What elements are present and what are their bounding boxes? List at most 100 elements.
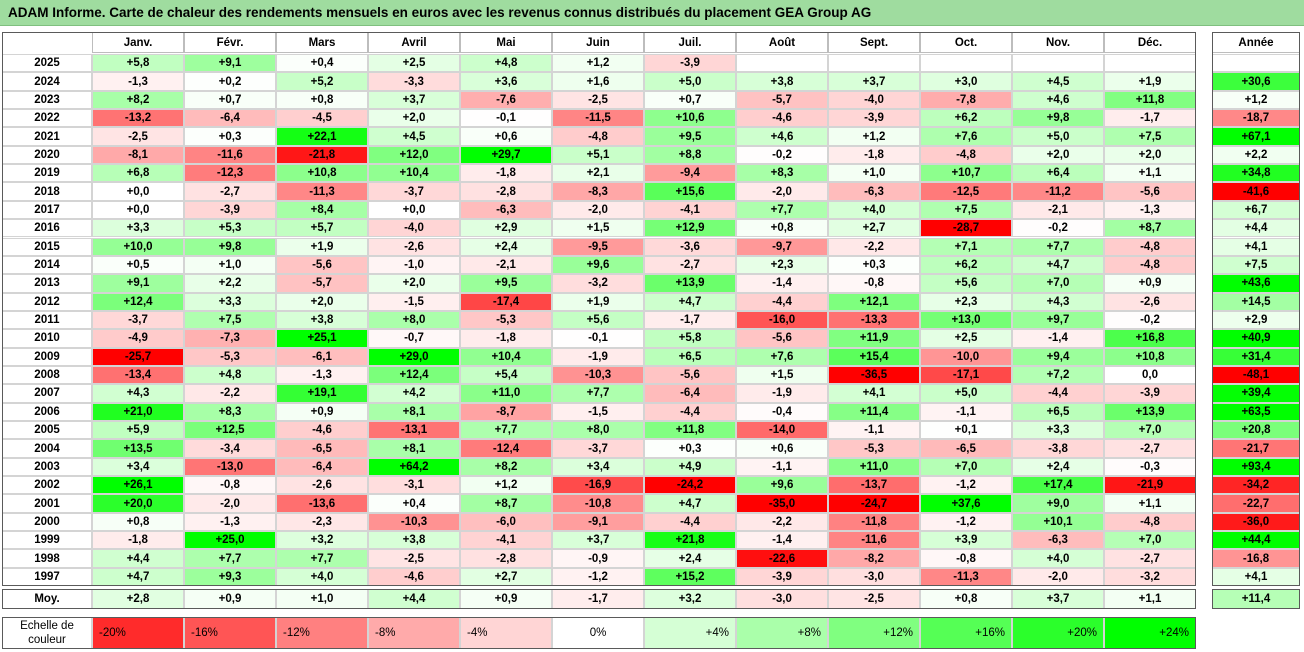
heatmap-cell: +4,0	[828, 200, 920, 220]
heatmap-cell: +11,8	[644, 421, 736, 440]
heatmap-cell: +4,7	[92, 567, 184, 587]
heatmap-cell: +8,2	[92, 90, 184, 110]
average-cell: +0,9	[460, 589, 552, 609]
heatmap-cell: +12,4	[92, 292, 184, 311]
year-label: 2023	[2, 90, 92, 110]
heatmap-cell: +7,7	[552, 384, 644, 403]
average-cell: +4,4	[368, 589, 460, 609]
heatmap-cell: +3,7	[828, 72, 920, 91]
heatmap-cell: +1,9	[1104, 72, 1196, 91]
heatmap-cell: -3,8	[1012, 439, 1104, 458]
heatmap-cell: -3,9	[644, 54, 736, 73]
heatmap-cell: -2,0	[552, 200, 644, 220]
heatmap-cell: -2,3	[276, 512, 368, 532]
year-label: 2016	[2, 219, 92, 238]
annual-return-cell: +1,2	[1212, 90, 1300, 110]
color-scale-stop: -12%	[276, 617, 368, 649]
heatmap-cell: +9,5	[460, 274, 552, 293]
average-cell: +3,7	[1012, 589, 1104, 609]
heatmap-cell: +0,1	[920, 421, 1012, 440]
heatmap-cell: -8,1	[92, 145, 184, 165]
heatmap-cell: -2,0	[736, 182, 828, 201]
annual-return-cell: +20,8	[1212, 421, 1300, 440]
heatmap-cell: -0,2	[1104, 310, 1196, 330]
heatmap-cell: +22,1	[276, 127, 368, 146]
heatmap-cell: -4,4	[1012, 384, 1104, 403]
heatmap-cell: -22,6	[736, 549, 828, 568]
heatmap-cell: +3,6	[460, 72, 552, 91]
heatmap-cell: -8,7	[460, 402, 552, 421]
heatmap-cell: +2,0	[368, 274, 460, 293]
year-label: 2018	[2, 182, 92, 201]
heatmap-cell: -2,6	[1104, 292, 1196, 311]
heatmap-cell: +3,7	[368, 90, 460, 110]
heatmap-cell: -13,2	[92, 109, 184, 128]
heatmap-cell: +5,3	[184, 219, 276, 238]
heatmap-cell: -2,8	[460, 549, 552, 568]
heatmap-cell: +4,8	[460, 54, 552, 73]
heatmap-cell: -6,0	[460, 512, 552, 532]
heatmap-cell: -1,2	[552, 567, 644, 587]
heatmap-cell: +1,0	[184, 255, 276, 275]
heatmap-cell: -28,7	[920, 219, 1012, 238]
heatmap-cell: +6,2	[920, 109, 1012, 128]
heatmap-cell: +8,3	[184, 402, 276, 421]
month-header: Mars	[276, 32, 368, 53]
heatmap-cell: +8,1	[368, 439, 460, 458]
annual-return-cell: -16,8	[1212, 549, 1300, 568]
heatmap-cell: +10,4	[368, 164, 460, 183]
annual-return-cell: -48,1	[1212, 365, 1300, 385]
heatmap-cell: -1,1	[828, 421, 920, 440]
year-label: 2011	[2, 310, 92, 330]
heatmap-cell: -4,8	[1104, 255, 1196, 275]
year-column-header: Année	[1212, 32, 1300, 53]
year-label: 2000	[2, 512, 92, 532]
year-label: 2004	[2, 439, 92, 458]
year-label: 2010	[2, 329, 92, 348]
heatmap-cell: -0,1	[460, 109, 552, 128]
heatmap-cell: +3,7	[552, 531, 644, 550]
heatmap-cell: +4,5	[368, 127, 460, 146]
heatmap-cell: +9,3	[184, 567, 276, 587]
heatmap-cell: -1,3	[1104, 200, 1196, 220]
annual-return-cell: +7,5	[1212, 255, 1300, 275]
heatmap-cell: -2,5	[368, 549, 460, 568]
heatmap-cell: +2,4	[460, 237, 552, 256]
heatmap-cell: -0,8	[828, 274, 920, 293]
heatmap-cell: +3,3	[92, 219, 184, 238]
heatmap-cell: +15,4	[828, 347, 920, 366]
color-scale-stop: -16%	[184, 617, 276, 649]
heatmap-cell: +13,9	[1104, 402, 1196, 421]
heatmap-cell: -3,7	[368, 182, 460, 201]
heatmap-cell: -0,8	[184, 476, 276, 495]
heatmap-cell: -4,9	[92, 329, 184, 348]
heatmap-cell: -6,5	[920, 439, 1012, 458]
average-cell: +1,1	[1104, 589, 1196, 609]
heatmap-cell: +7,0	[920, 457, 1012, 477]
heatmap-cell: +4,6	[1012, 90, 1104, 110]
color-scale-stop: +4%	[644, 617, 736, 649]
color-scale-stop: 0%	[552, 617, 644, 649]
heatmap-cell: +9,5	[644, 127, 736, 146]
heatmap-cell: -6,4	[184, 109, 276, 128]
heatmap-cell: +19,1	[276, 384, 368, 403]
heatmap-cell: +8,7	[1104, 219, 1196, 238]
heatmap-cell: -9,7	[736, 237, 828, 256]
heatmap-cell: -1,2	[920, 512, 1012, 532]
heatmap-cell: -4,1	[460, 531, 552, 550]
heatmap-cell	[828, 54, 920, 73]
heatmap-cell: -3,1	[368, 476, 460, 495]
heatmap-cell: +8,3	[736, 164, 828, 183]
heatmap-cell: +64,2	[368, 457, 460, 477]
heatmap-cell: +4,1	[828, 384, 920, 403]
heatmap-cell: +16,8	[1104, 329, 1196, 348]
annual-return-cell: +4,1	[1212, 567, 1300, 587]
heatmap-cell: -2,7	[184, 182, 276, 201]
color-scale-stop: +24%	[1104, 617, 1196, 649]
average-cell: +1,0	[276, 589, 368, 609]
year-label: 1997	[2, 567, 92, 587]
heatmap-cell: +7,7	[276, 549, 368, 568]
heatmap-cell: -11,6	[828, 531, 920, 550]
heatmap-cell: +0,6	[736, 439, 828, 458]
